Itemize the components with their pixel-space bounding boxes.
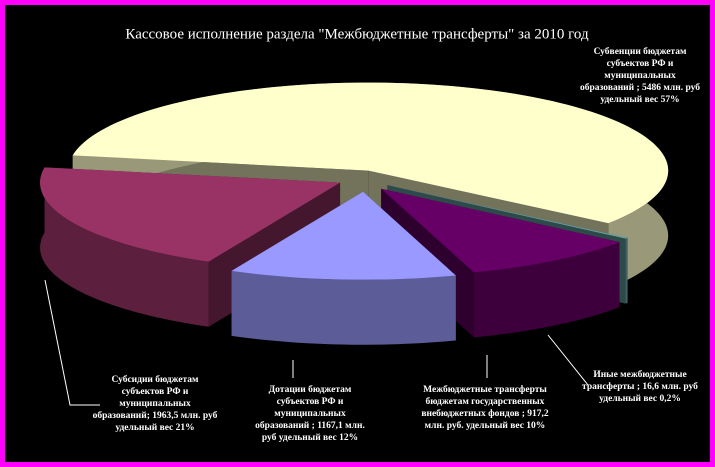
data-label: руб удельный вес 12% — [262, 432, 358, 443]
data-label: Субвенции бюджетам — [594, 46, 687, 57]
data-label: муниципальных — [274, 409, 346, 419]
slice-top — [381, 188, 620, 273]
data-label: бюджетам государственных — [426, 396, 545, 407]
slice — [231, 191, 456, 345]
data-label: образований ; 1167,1 млн. — [255, 420, 365, 431]
data-label: субъектов РФ и — [607, 58, 674, 69]
slice-top — [40, 167, 341, 262]
leader-line — [547, 334, 589, 386]
data-label: млн. руб. удельный вес 10% — [425, 420, 546, 431]
slice-outer-side — [625, 237, 628, 304]
data-label: удельный вес 57% — [600, 94, 679, 105]
slice-outer-side — [473, 242, 620, 338]
slice-outer-side — [40, 167, 209, 327]
slice-top — [231, 191, 456, 280]
data-label: внебюджетных фондов ; 917,2 — [421, 408, 549, 419]
slice-top — [72, 82, 669, 224]
data-label: удельный вес 21% — [115, 422, 194, 433]
data-label: муниципальных — [119, 399, 191, 409]
data-label: Дотации бюджетам — [269, 384, 352, 395]
data-label: трансферты ; 16,6 млн. руб — [582, 381, 698, 392]
data-label: Межбюджетные трансферты — [423, 384, 547, 395]
data-label: субъектов РФ и — [122, 386, 189, 397]
data-label: образований; 1963,5 млн. руб — [93, 410, 218, 421]
slice — [40, 167, 341, 327]
data-label: субъектов РФ и — [277, 396, 344, 407]
data-label: муниципальных — [604, 71, 676, 81]
slice-outer-side — [231, 270, 456, 345]
data-label: образований ; 5486 млн. руб — [580, 82, 700, 93]
data-label: удельный вес 0,2% — [599, 393, 681, 404]
data-label: Субсидии бюджетам — [111, 374, 199, 385]
chart-title: Кассовое исполнение раздела "Межбюджетны… — [125, 26, 589, 42]
data-label: Иные межбюджетные — [593, 369, 686, 380]
slice-top — [387, 185, 628, 239]
leader-line — [44, 279, 100, 406]
